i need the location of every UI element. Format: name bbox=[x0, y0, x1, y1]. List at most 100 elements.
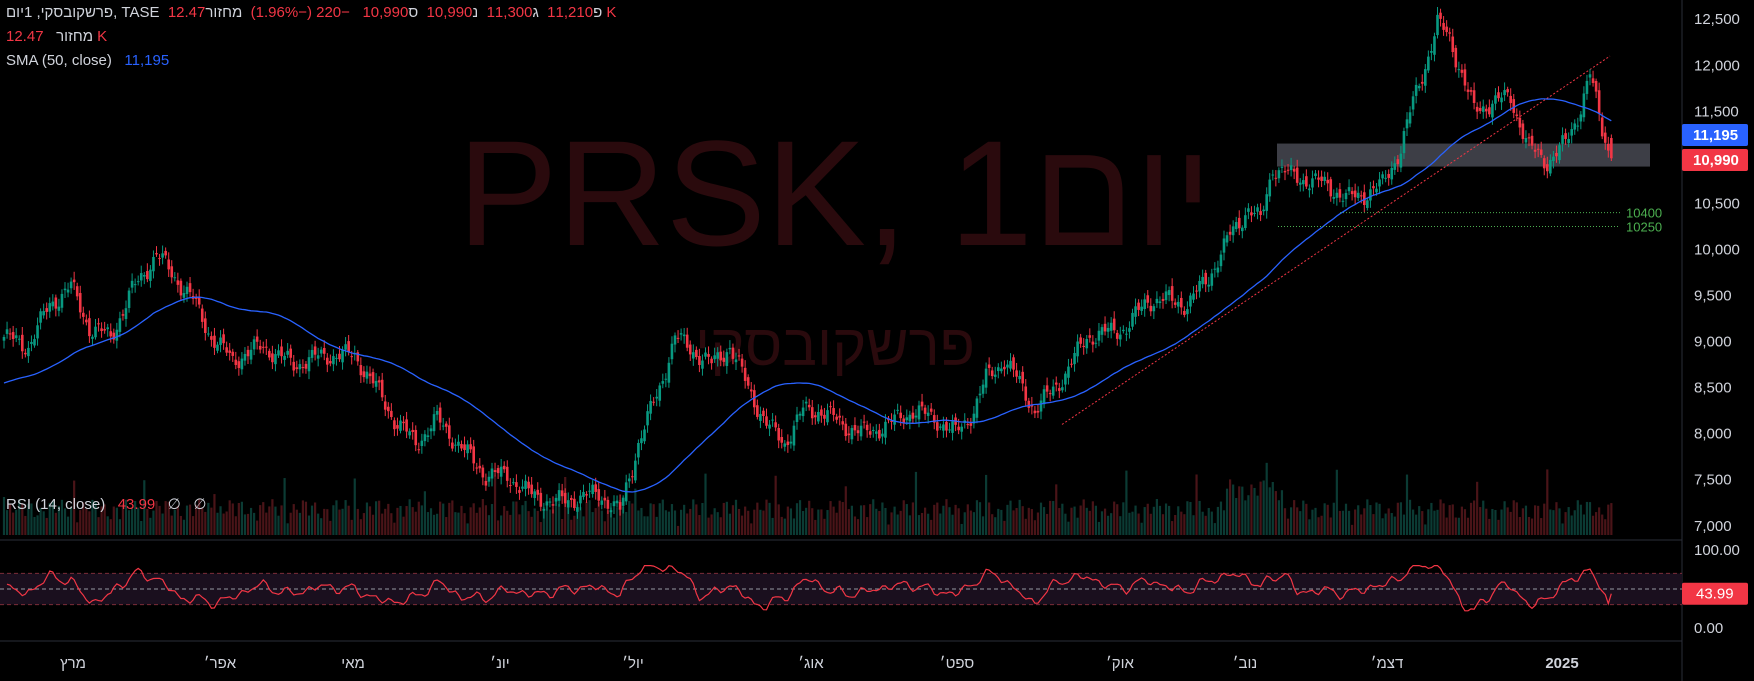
candle[interactable] bbox=[307, 357, 311, 372]
candle[interactable] bbox=[252, 339, 256, 350]
candle[interactable] bbox=[368, 373, 372, 377]
candle[interactable] bbox=[585, 494, 588, 496]
candle[interactable] bbox=[426, 435, 430, 438]
candle[interactable] bbox=[1384, 177, 1387, 179]
candle[interactable] bbox=[984, 368, 988, 388]
candle[interactable] bbox=[1445, 26, 1448, 33]
candle[interactable] bbox=[1048, 393, 1052, 395]
candle[interactable] bbox=[667, 362, 671, 383]
candle[interactable] bbox=[759, 414, 762, 421]
candle[interactable] bbox=[417, 449, 421, 451]
candle[interactable] bbox=[1161, 298, 1165, 301]
candle[interactable] bbox=[246, 349, 250, 357]
candle[interactable] bbox=[1402, 131, 1406, 154]
candle[interactable] bbox=[1271, 174, 1275, 176]
candle[interactable] bbox=[36, 325, 39, 339]
candle[interactable] bbox=[146, 271, 149, 280]
candle[interactable] bbox=[871, 429, 875, 432]
candle[interactable] bbox=[505, 466, 509, 481]
candle[interactable] bbox=[1308, 188, 1311, 191]
candle[interactable] bbox=[69, 281, 73, 289]
candle[interactable] bbox=[1375, 188, 1378, 193]
candle[interactable] bbox=[536, 489, 540, 495]
candle[interactable] bbox=[1140, 306, 1143, 311]
candle[interactable] bbox=[1497, 92, 1500, 99]
candle[interactable] bbox=[679, 333, 683, 335]
candle[interactable] bbox=[188, 283, 192, 293]
candle[interactable] bbox=[1509, 95, 1512, 104]
candle[interactable] bbox=[1442, 22, 1445, 30]
candle[interactable] bbox=[1591, 78, 1595, 84]
candle[interactable] bbox=[560, 490, 564, 497]
candle[interactable] bbox=[1314, 173, 1317, 177]
candle[interactable] bbox=[1506, 89, 1509, 93]
candle[interactable] bbox=[1524, 138, 1528, 143]
candle[interactable] bbox=[655, 396, 658, 399]
candle[interactable] bbox=[152, 256, 155, 272]
candle[interactable] bbox=[490, 468, 494, 479]
candle[interactable] bbox=[1158, 301, 1162, 303]
candle[interactable] bbox=[1274, 177, 1278, 179]
candle[interactable] bbox=[319, 349, 323, 354]
candle[interactable] bbox=[1488, 107, 1491, 115]
candle[interactable] bbox=[1268, 179, 1272, 197]
candle[interactable] bbox=[292, 361, 296, 371]
candle[interactable] bbox=[978, 393, 982, 396]
candle[interactable] bbox=[859, 425, 863, 437]
candle[interactable] bbox=[634, 460, 637, 481]
candle[interactable] bbox=[878, 429, 881, 439]
candle[interactable] bbox=[1244, 215, 1247, 228]
candle[interactable] bbox=[826, 410, 829, 423]
candle[interactable] bbox=[1286, 169, 1290, 171]
candle[interactable] bbox=[713, 355, 716, 360]
candle[interactable] bbox=[929, 408, 933, 412]
candle[interactable] bbox=[518, 490, 521, 493]
candle[interactable] bbox=[521, 486, 524, 489]
candle[interactable] bbox=[542, 508, 546, 511]
candle[interactable] bbox=[97, 323, 100, 325]
candle[interactable] bbox=[987, 364, 991, 368]
candle[interactable] bbox=[1033, 410, 1037, 414]
candle[interactable] bbox=[612, 501, 616, 507]
candle[interactable] bbox=[1558, 145, 1561, 161]
candle[interactable] bbox=[435, 410, 439, 415]
candle[interactable] bbox=[707, 354, 710, 357]
candle[interactable] bbox=[509, 484, 512, 486]
candle[interactable] bbox=[1280, 166, 1284, 168]
candle[interactable] bbox=[1420, 81, 1424, 84]
candle[interactable] bbox=[210, 336, 213, 340]
candle[interactable] bbox=[466, 444, 469, 454]
candle[interactable] bbox=[627, 478, 631, 482]
candle[interactable] bbox=[1054, 382, 1058, 385]
support-zone[interactable] bbox=[1277, 143, 1650, 167]
candle[interactable] bbox=[1530, 135, 1534, 146]
candle[interactable] bbox=[329, 361, 332, 364]
candle[interactable] bbox=[1176, 301, 1180, 307]
candle[interactable] bbox=[219, 337, 222, 345]
candle[interactable] bbox=[844, 423, 848, 437]
candle[interactable] bbox=[313, 346, 317, 355]
candle[interactable] bbox=[8, 333, 12, 335]
candle[interactable] bbox=[200, 308, 204, 322]
candle[interactable] bbox=[496, 468, 500, 474]
candle[interactable] bbox=[1454, 47, 1458, 68]
candle[interactable] bbox=[1039, 400, 1043, 412]
candle[interactable] bbox=[1247, 208, 1250, 212]
candle[interactable] bbox=[423, 434, 427, 442]
candle[interactable] bbox=[66, 289, 70, 293]
candle[interactable] bbox=[1213, 268, 1217, 270]
candle[interactable] bbox=[1469, 90, 1473, 92]
candle[interactable] bbox=[893, 414, 896, 425]
candle[interactable] bbox=[527, 481, 530, 489]
candle[interactable] bbox=[255, 336, 259, 342]
candle[interactable] bbox=[164, 250, 167, 256]
sma-price-tag[interactable] bbox=[1682, 124, 1748, 146]
candle[interactable] bbox=[405, 419, 408, 432]
candle[interactable] bbox=[1564, 133, 1567, 139]
candle[interactable] bbox=[1579, 114, 1583, 122]
candle[interactable] bbox=[451, 442, 454, 449]
candle[interactable] bbox=[701, 360, 704, 369]
candle[interactable] bbox=[1207, 284, 1211, 287]
candle[interactable] bbox=[1344, 192, 1348, 200]
candle[interactable] bbox=[1231, 226, 1235, 236]
